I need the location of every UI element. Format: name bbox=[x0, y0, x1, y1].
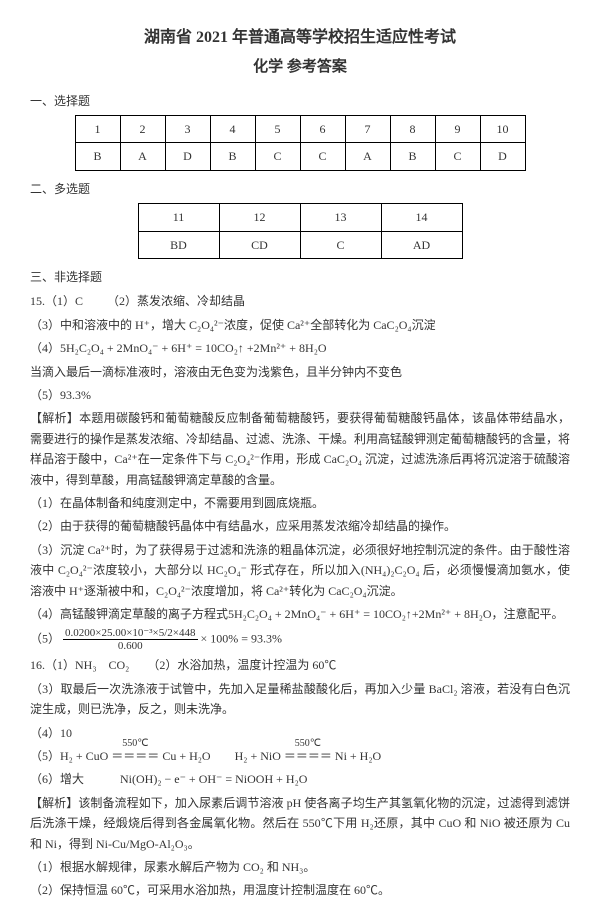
q16-a2: （2）保持恒温 60℃，可采用水浴加热，用温度计控制温度在 60℃。 bbox=[30, 880, 570, 900]
ans-cell: B bbox=[390, 143, 435, 170]
doc-subtitle: 化学 参考答案 bbox=[30, 55, 570, 81]
col-head: 12 bbox=[219, 204, 300, 231]
q15-5: （5）93.3% bbox=[30, 385, 570, 405]
col-head: 2 bbox=[120, 116, 165, 143]
q16-2: （2）水浴加热，温度计控温为 60℃ bbox=[147, 658, 336, 672]
mcq-table-2: 11 12 13 14 BD CD C AD bbox=[138, 203, 463, 259]
col-head: 11 bbox=[138, 204, 219, 231]
q15-a5: （5） 0.0200×25.00×10⁻³×5/2×448 0.600 × 10… bbox=[30, 627, 570, 652]
arrow-temp: 550℃ bbox=[284, 735, 332, 752]
ans-cell: A bbox=[345, 143, 390, 170]
arrow-temp: 550℃ bbox=[111, 735, 159, 752]
section1-title: 一、选择题 bbox=[30, 91, 570, 111]
col-head: 13 bbox=[300, 204, 381, 231]
ans-cell: C bbox=[300, 143, 345, 170]
ans-cell: D bbox=[480, 143, 525, 170]
q15-a3: （3）沉淀 Ca²⁺时，为了获得易于过滤和洗涤的粗晶体沉淀，必须很好地控制沉淀的… bbox=[30, 540, 570, 601]
ans-cell: C bbox=[255, 143, 300, 170]
q16-5-prefix: （5）H₂ + CuO bbox=[30, 749, 111, 763]
col-head: 14 bbox=[381, 204, 462, 231]
q15-a4: （4）高锰酸钾滴定草酸的离子方程式5H₂C₂O₄ + 2MnO₄⁻ + 6H⁺ … bbox=[30, 604, 570, 624]
q15-4-eq: （4）5H₂C₂O₄ + 2MnO₄⁻ + 6H⁺ = 10CO₂↑ +2Mn²… bbox=[30, 338, 570, 358]
ans-cell: B bbox=[75, 143, 120, 170]
col-head: 7 bbox=[345, 116, 390, 143]
mcq-table-1: 1 2 3 4 5 6 7 8 9 10 B A D B C C A B C D bbox=[75, 115, 526, 171]
q16-6: （6）增大 Ni(OH)₂ − e⁻ + OH⁻ = NiOOH + H₂O bbox=[30, 769, 570, 789]
q16-1: 16.（1）NH₃ CO₂ bbox=[30, 658, 129, 672]
ans-cell: CD bbox=[219, 231, 300, 258]
q16-5-suffix: Ni + H₂O bbox=[335, 749, 381, 763]
q15-a2: （2）由于获得的葡萄糖酸钙晶体中有结晶水，应采用蒸发浓缩冷却结晶的操作。 bbox=[30, 516, 570, 536]
analysis-body: 该制备流程如下，加入尿素后调节溶液 pH 使各离子均生产其氢氧化物的沉淀，过滤得… bbox=[30, 796, 570, 851]
q15-4-text: 当滴入最后一滴标准液时，溶液由无色变为浅紫色，且半分钟内不变色 bbox=[30, 362, 570, 382]
fraction: 0.0200×25.00×10⁻³×5/2×448 0.600 bbox=[63, 627, 197, 652]
doc-title: 湖南省 2021 年普通高等学校招生适应性考试 bbox=[30, 24, 570, 51]
analysis-body: 本题用碳酸钙和葡萄糖酸反应制备葡萄糖酸钙，要获得葡萄糖酸钙晶体，该晶体带结晶水，… bbox=[30, 411, 570, 486]
ans-cell: AD bbox=[381, 231, 462, 258]
ans-cell: C bbox=[435, 143, 480, 170]
reaction-arrow: 550℃ ＝＝＝＝ bbox=[284, 746, 332, 766]
frac-den: 0.600 bbox=[63, 640, 197, 652]
col-head: 5 bbox=[255, 116, 300, 143]
ans-cell: B bbox=[210, 143, 255, 170]
q16-5: （5）H₂ + CuO 550℃ ＝＝＝＝ Cu + H₂O H₂ + NiO … bbox=[30, 746, 570, 766]
analysis-label: 【解析】 bbox=[30, 411, 79, 425]
ans-cell: A bbox=[120, 143, 165, 170]
q16-a1: （1）根据水解规律，尿素水解后产物为 CO₂ 和 NH₃。 bbox=[30, 857, 570, 877]
q15-3: （3）中和溶液中的 H⁺，增大 C₂O₄²⁻浓度，促使 Ca²⁺全部转化为 Ca… bbox=[30, 315, 570, 335]
ans-cell: D bbox=[165, 143, 210, 170]
q16-3: （3）取最后一次洗涤液于试管中，先加入足量稀盐酸酸化后，再加入少量 BaCl₂ … bbox=[30, 679, 570, 720]
q15-a5-prefix: （5） bbox=[30, 632, 60, 646]
col-head: 3 bbox=[165, 116, 210, 143]
ans-cell: C bbox=[300, 231, 381, 258]
col-head: 8 bbox=[390, 116, 435, 143]
col-head: 10 bbox=[480, 116, 525, 143]
col-head: 1 bbox=[75, 116, 120, 143]
col-head: 6 bbox=[300, 116, 345, 143]
q15-1: 15.（1）C bbox=[30, 294, 83, 308]
ans-cell: BD bbox=[138, 231, 219, 258]
q15-2: （2）蒸发浓缩、冷却结晶 bbox=[107, 294, 245, 308]
q16-5-mid: Cu + H₂O H₂ + NiO bbox=[162, 749, 284, 763]
section2-title: 二、多选题 bbox=[30, 179, 570, 199]
q16-line1: 16.（1）NH₃ CO₂ （2）水浴加热，温度计控温为 60℃ bbox=[30, 655, 570, 675]
reaction-arrow: 550℃ ＝＝＝＝ bbox=[111, 746, 159, 766]
col-head: 4 bbox=[210, 116, 255, 143]
q15-a1: （1）在晶体制备和纯度测定中，不需要用到圆底烧瓶。 bbox=[30, 493, 570, 513]
q15-analysis: 【解析】本题用碳酸钙和葡萄糖酸反应制备葡萄糖酸钙，要获得葡萄糖酸钙晶体，该晶体带… bbox=[30, 408, 570, 490]
analysis-label: 【解析】 bbox=[30, 796, 78, 810]
q15-a5-suffix: × 100% = 93.3% bbox=[201, 632, 283, 646]
col-head: 9 bbox=[435, 116, 480, 143]
frac-num: 0.0200×25.00×10⁻³×5/2×448 bbox=[63, 627, 197, 640]
section3-title: 三、非选择题 bbox=[30, 267, 570, 287]
q15-line: 15.（1）C （2）蒸发浓缩、冷却结晶 bbox=[30, 291, 570, 311]
q16-analysis: 【解析】该制备流程如下，加入尿素后调节溶液 pH 使各离子均生产其氢氧化物的沉淀… bbox=[30, 793, 570, 854]
